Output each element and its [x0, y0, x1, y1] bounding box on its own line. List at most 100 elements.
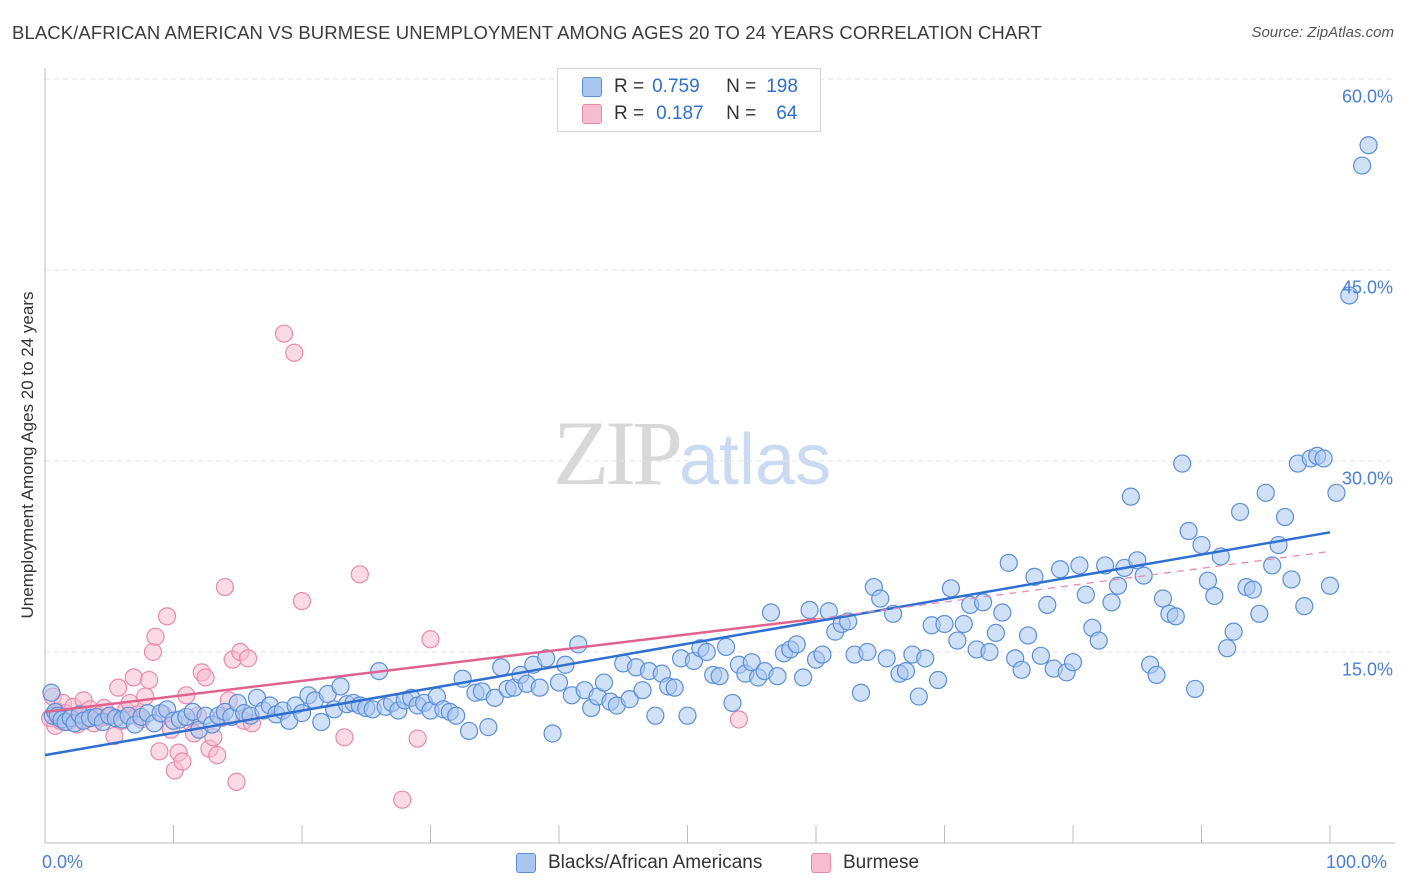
- data-point: [196, 668, 215, 687]
- watermark-atlas: atlas: [679, 420, 832, 500]
- y-tick-45: 45.0%: [1341, 277, 1393, 298]
- data-point: [916, 649, 935, 668]
- data-point: [1166, 607, 1185, 626]
- data-point: [1076, 585, 1095, 604]
- x-tick-0: 0.0%: [42, 852, 84, 872]
- data-point: [986, 623, 1006, 643]
- blue-swatch: [582, 77, 602, 97]
- data-point: [1018, 626, 1038, 645]
- legend-row-blacks: R = 0.759 N = 198: [582, 76, 798, 98]
- data-point: [1327, 483, 1346, 502]
- data-point: [1256, 483, 1275, 502]
- data-point: [1243, 580, 1263, 599]
- data-point: [157, 607, 177, 626]
- data-point: [594, 673, 614, 692]
- legend-label-burmese: Burmese: [843, 852, 920, 873]
- data-point: [139, 670, 159, 690]
- legend-item-burmese[interactable]: Burmese: [811, 852, 919, 874]
- data-point: [665, 678, 684, 697]
- data-point: [1218, 639, 1237, 658]
- data-point: [697, 642, 716, 662]
- data-point: [871, 589, 890, 608]
- data-point: [1121, 487, 1140, 506]
- data-point: [620, 690, 639, 709]
- data-point: [993, 603, 1012, 622]
- data-point: [1070, 556, 1089, 575]
- data-point: [1179, 521, 1198, 541]
- legend-row-burmese: R = 0.187 N = 64: [582, 103, 797, 125]
- n-label: N =: [726, 103, 757, 124]
- data-point: [335, 728, 354, 747]
- data-point: [1263, 556, 1282, 575]
- data-point: [1051, 560, 1070, 579]
- data-point: [569, 635, 588, 654]
- data-point: [421, 630, 440, 649]
- watermark: ZIPatlas: [553, 400, 831, 506]
- data-point: [1340, 286, 1359, 305]
- data-point: [543, 724, 562, 743]
- data-point: [143, 642, 163, 662]
- data-point: [1320, 576, 1340, 595]
- data-point: [1025, 567, 1044, 586]
- data-point: [549, 673, 569, 692]
- data-point: [42, 683, 61, 702]
- y-axis-label: Unemployment Among Ages 20 to 24 years: [18, 291, 37, 619]
- data-point: [227, 772, 246, 791]
- blue-swatch: [516, 853, 536, 873]
- data-point: [208, 746, 227, 765]
- data-point: [851, 683, 871, 702]
- data-point: [274, 324, 294, 343]
- r-value: 0.759: [652, 76, 700, 97]
- data-point: [909, 687, 928, 706]
- data-point: [1314, 449, 1333, 468]
- data-point: [1230, 502, 1250, 522]
- y-tick-60: 60.0%: [1341, 86, 1393, 107]
- data-point: [215, 577, 234, 597]
- data-point: [723, 693, 742, 713]
- data-point: [1038, 595, 1057, 614]
- pink-swatch: [582, 104, 602, 124]
- trend-line-burmese: [44, 617, 817, 714]
- data-point: [633, 681, 652, 700]
- legend-item-blacks[interactable]: Blacks/African Americans: [516, 852, 762, 874]
- n-label: N =: [726, 76, 757, 97]
- data-point: [292, 704, 312, 723]
- data-point: [1031, 646, 1050, 665]
- data-point: [238, 649, 258, 668]
- data-point: [954, 614, 973, 634]
- data-point: [146, 627, 165, 646]
- stats-legend: R = 0.759 N = 198 R = 0.187 N = 64: [557, 68, 821, 132]
- data-point: [896, 661, 916, 681]
- data-point: [646, 706, 665, 725]
- data-point: [124, 668, 143, 687]
- data-point: [877, 649, 896, 668]
- data-point: [941, 579, 961, 598]
- legend-label-blacks: Blacks/African Americans: [548, 852, 763, 873]
- data-point: [1192, 535, 1211, 555]
- n-value: 64: [776, 103, 798, 124]
- data-point: [1275, 507, 1295, 527]
- data-point: [768, 667, 787, 686]
- data-point: [485, 688, 504, 707]
- data-point: [813, 645, 832, 664]
- data-point: [794, 668, 813, 687]
- burmese-points: [41, 324, 749, 809]
- chart-title: BLACK/AFRICAN AMERICAN VS BURMESE UNEMPL…: [12, 22, 1042, 43]
- data-point: [408, 729, 427, 748]
- data-point: [935, 614, 954, 634]
- data-point: [1108, 576, 1128, 595]
- data-point: [109, 678, 128, 697]
- data-point: [716, 637, 736, 657]
- series-legend: Blacks/African Americans Burmese: [0, 852, 1406, 876]
- data-point: [678, 706, 697, 725]
- data-point: [285, 343, 304, 362]
- data-point: [800, 600, 819, 620]
- data-point: [1089, 631, 1108, 650]
- data-point: [742, 653, 761, 672]
- data-point: [1147, 665, 1166, 685]
- data-point: [350, 565, 369, 584]
- y-tick-30: 30.0%: [1341, 468, 1393, 489]
- data-point: [858, 642, 877, 662]
- n-value: 198: [766, 76, 798, 97]
